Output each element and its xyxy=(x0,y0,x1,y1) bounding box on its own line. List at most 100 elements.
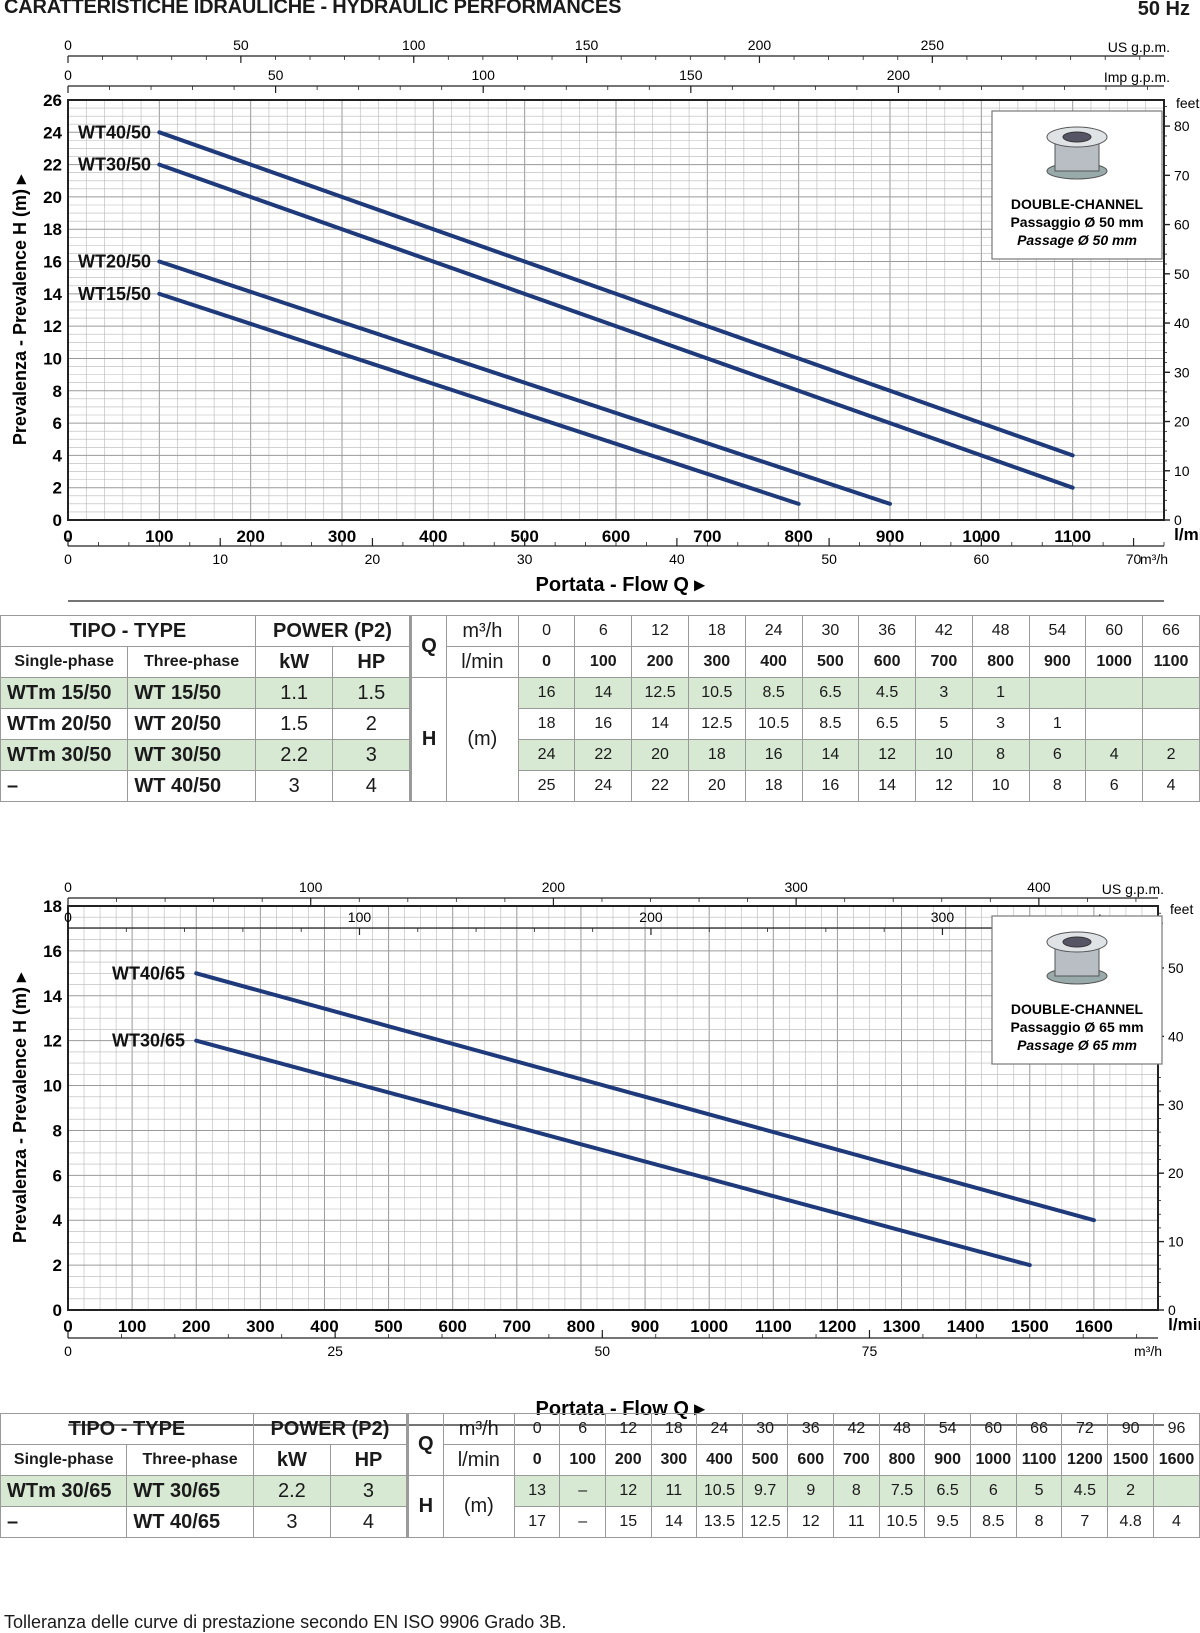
lmin-value: 1100 xyxy=(1015,1444,1063,1476)
plot-frame xyxy=(67,905,1159,1311)
x-tick-label: 800 xyxy=(567,1317,595,1336)
feet-tick-label: 40 xyxy=(1168,1028,1184,1044)
hp-value: 1.5 xyxy=(332,677,412,709)
m3h-value: 24 xyxy=(744,615,803,647)
three-phase-model: WT 30/65 xyxy=(126,1475,254,1507)
m3h-value: 0 xyxy=(513,1413,561,1445)
feet-tick-label: 70 xyxy=(1174,167,1190,183)
head-value xyxy=(1028,677,1087,709)
y-tick-label: 4 xyxy=(53,1211,63,1230)
head-value: 4.5 xyxy=(1061,1475,1109,1507)
m3h-tick-label: 60 xyxy=(974,551,990,567)
m3h-value: 54 xyxy=(1028,615,1087,647)
lmin-value: 900 xyxy=(1028,646,1087,678)
top-axis-tick-label: 0 xyxy=(64,67,72,83)
power-header: POWER (P2) xyxy=(252,1413,409,1445)
top-axis-tick-label: 150 xyxy=(679,67,703,83)
head-value: 6 xyxy=(1085,770,1144,802)
m3h-value: 18 xyxy=(650,1413,698,1445)
head-value: 12.5 xyxy=(687,708,746,740)
y-tick-label: 16 xyxy=(43,253,62,272)
h-header: H xyxy=(409,677,447,802)
top-axis-tick-label: 100 xyxy=(472,67,496,83)
x-tick-label: 900 xyxy=(876,527,904,546)
kw-value: 3 xyxy=(252,1506,331,1538)
series-line-wt30-65 xyxy=(194,1038,1032,1268)
head-value: 6 xyxy=(1028,739,1087,771)
kw-header: kW xyxy=(254,646,334,678)
top-axis-tick-label: 0 xyxy=(64,909,72,925)
head-value: 5 xyxy=(1015,1475,1063,1507)
top-axis-tick-label: 150 xyxy=(575,37,599,53)
head-value: 24 xyxy=(574,770,633,802)
series-line-wt40-65 xyxy=(194,971,1096,1223)
x-tick-label: 200 xyxy=(182,1317,210,1336)
hp-header: HP xyxy=(332,646,412,678)
head-value: 9 xyxy=(787,1475,835,1507)
y-tick-label: 8 xyxy=(53,1121,62,1140)
m3h-value: 24 xyxy=(696,1413,743,1445)
y-axis-title: Prevalenza - Prevalence H (m) ▸ xyxy=(10,174,30,445)
top-axis-tick-label: 0 xyxy=(64,879,72,895)
head-value: 10.5 xyxy=(696,1475,743,1507)
x-tick-label: 1100 xyxy=(755,1317,792,1336)
three-phase-model: WT 40/50 xyxy=(127,770,256,802)
lmin-value: 300 xyxy=(650,1444,698,1476)
head-value: 12 xyxy=(858,739,916,771)
x-tick-label: 1600 xyxy=(1075,1317,1113,1336)
hp-header: HP xyxy=(329,1444,409,1476)
head-value: – xyxy=(559,1506,606,1538)
lmin-value: 1600 xyxy=(1153,1444,1200,1476)
head-value: 20 xyxy=(631,739,689,771)
top-axis-tick-label: 250 xyxy=(921,37,945,53)
m3h-unit-label: m³/h xyxy=(1140,551,1168,567)
single-phase-model: – xyxy=(0,770,129,802)
top-axis-tick-label: 0 xyxy=(64,37,72,53)
head-value: 10 xyxy=(915,739,973,771)
head-value: 10.5 xyxy=(687,677,746,709)
head-value: 6.5 xyxy=(858,708,916,740)
feet-tick-label: 20 xyxy=(1168,1165,1184,1181)
y-tick-label: 0 xyxy=(53,511,62,530)
head-value: 14 xyxy=(574,677,633,709)
lmin-value: 0 xyxy=(517,646,576,678)
head-value xyxy=(1142,708,1200,740)
series-label: WT30/50 xyxy=(78,155,151,175)
hp-value: 4 xyxy=(329,1506,409,1538)
m3h-value: 30 xyxy=(741,1413,789,1445)
head-value: 12.5 xyxy=(631,677,689,709)
series-label: WT20/50 xyxy=(78,252,151,272)
three-phase-model: WT 20/50 xyxy=(127,708,256,740)
head-value: 3 xyxy=(971,708,1030,740)
m3h-value: 12 xyxy=(604,1413,652,1445)
head-value: 3 xyxy=(915,677,973,709)
m3h-value: 18 xyxy=(687,615,746,647)
lmin-value: 600 xyxy=(858,646,916,678)
head-value: 24 xyxy=(517,739,576,771)
type-header: TIPO - TYPE xyxy=(0,1413,254,1445)
y-tick-label: 20 xyxy=(43,188,62,207)
head-value: 9.7 xyxy=(741,1475,789,1507)
head-value: 22 xyxy=(631,770,689,802)
m3h-value: 30 xyxy=(801,615,860,647)
y-axis-title: Prevalenza - Prevalence H (m) ▸ xyxy=(10,972,30,1243)
m3h-tick-label: 0 xyxy=(64,551,72,567)
single-phase-model: WTm 15/50 xyxy=(0,677,129,709)
lmin-value: 200 xyxy=(631,646,689,678)
m3h-tick-label: 30 xyxy=(517,551,533,567)
y-tick-label: 4 xyxy=(53,446,63,465)
feet-tick-label: 10 xyxy=(1168,1234,1184,1250)
x-tick-label: 100 xyxy=(145,527,173,546)
series-label: WT40/65 xyxy=(112,963,185,983)
inset-line2: Passaggio Ø 50 mm xyxy=(1010,214,1143,230)
inset-line1: DOUBLE-CHANNEL xyxy=(1011,196,1144,212)
head-value: 13 xyxy=(513,1475,561,1507)
m3h-value: 60 xyxy=(1085,615,1144,647)
feet-tick-label: 60 xyxy=(1174,217,1190,233)
x-unit-label: l/min xyxy=(1174,525,1200,544)
m3h-unit-label: m³/h xyxy=(1134,1343,1162,1359)
x-tick-label: 1000 xyxy=(962,527,1000,546)
m3h-value: 42 xyxy=(915,615,973,647)
